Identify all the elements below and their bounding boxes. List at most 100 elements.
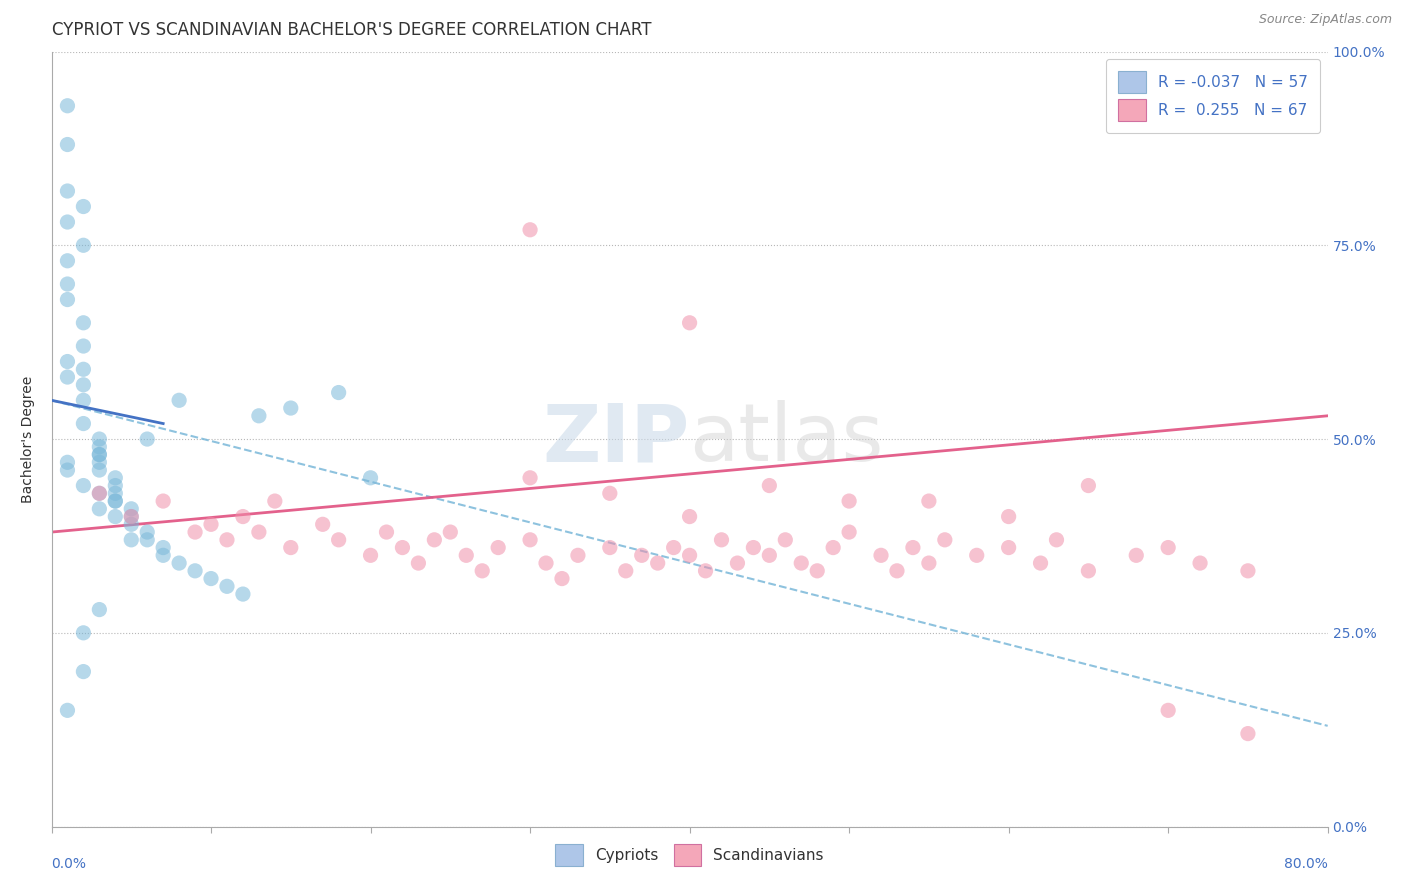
Point	[423, 533, 446, 547]
Point	[247, 409, 270, 423]
Point	[280, 541, 302, 555]
Point	[1237, 726, 1260, 740]
Point	[72, 238, 94, 252]
Point	[519, 533, 541, 547]
Point	[215, 533, 238, 547]
Point	[215, 579, 238, 593]
Text: 80.0%: 80.0%	[1284, 857, 1327, 871]
Point	[72, 339, 94, 353]
Text: ZIP: ZIP	[543, 400, 689, 478]
Point	[263, 494, 285, 508]
Point	[89, 501, 111, 516]
Point	[152, 494, 174, 508]
Point	[232, 587, 254, 601]
Point	[391, 541, 413, 555]
Point	[599, 486, 621, 500]
Point	[328, 385, 350, 400]
Point	[56, 137, 79, 152]
Point	[519, 223, 541, 237]
Point	[662, 541, 685, 555]
Point	[200, 517, 222, 532]
Point	[823, 541, 845, 555]
Point	[72, 362, 94, 376]
Point	[167, 393, 190, 408]
Text: CYPRIOT VS SCANDINAVIAN BACHELOR'S DEGREE CORRELATION CHART: CYPRIOT VS SCANDINAVIAN BACHELOR'S DEGRE…	[52, 21, 651, 39]
Point	[599, 541, 621, 555]
Point	[104, 494, 127, 508]
Point	[72, 200, 94, 214]
Point	[120, 533, 142, 547]
Point	[1157, 703, 1180, 717]
Point	[328, 533, 350, 547]
Point	[89, 486, 111, 500]
Point	[1045, 533, 1067, 547]
Point	[200, 572, 222, 586]
Point	[72, 417, 94, 431]
Point	[89, 455, 111, 469]
Point	[247, 524, 270, 539]
Point	[89, 463, 111, 477]
Point	[471, 564, 494, 578]
Point	[120, 517, 142, 532]
Point	[72, 625, 94, 640]
Point	[901, 541, 924, 555]
Point	[72, 478, 94, 492]
Point	[120, 509, 142, 524]
Legend: Cypriots, Scandinavians: Cypriots, Scandinavians	[548, 837, 831, 873]
Point	[232, 509, 254, 524]
Point	[519, 471, 541, 485]
Point	[72, 316, 94, 330]
Text: Source: ZipAtlas.com: Source: ZipAtlas.com	[1258, 13, 1392, 27]
Point	[408, 556, 430, 570]
Point	[647, 556, 669, 570]
Point	[56, 184, 79, 198]
Point	[486, 541, 509, 555]
Point	[56, 455, 79, 469]
Point	[456, 549, 478, 563]
Point	[120, 501, 142, 516]
Point	[678, 549, 700, 563]
Point	[89, 448, 111, 462]
Point	[966, 549, 988, 563]
Point	[104, 471, 127, 485]
Point	[360, 471, 382, 485]
Point	[1077, 564, 1099, 578]
Point	[551, 572, 574, 586]
Point	[742, 541, 765, 555]
Point	[727, 556, 749, 570]
Point	[56, 354, 79, 368]
Point	[614, 564, 637, 578]
Point	[918, 556, 941, 570]
Point	[104, 478, 127, 492]
Point	[678, 509, 700, 524]
Point	[89, 432, 111, 446]
Point	[886, 564, 908, 578]
Point	[72, 665, 94, 679]
Point	[280, 401, 302, 415]
Point	[790, 556, 813, 570]
Point	[630, 549, 652, 563]
Point	[56, 99, 79, 113]
Point	[775, 533, 797, 547]
Point	[56, 253, 79, 268]
Point	[56, 293, 79, 307]
Point	[567, 549, 589, 563]
Point	[1189, 556, 1212, 570]
Point	[375, 524, 398, 539]
Point	[439, 524, 461, 539]
Point	[136, 432, 159, 446]
Point	[56, 463, 79, 477]
Point	[104, 494, 127, 508]
Point	[89, 448, 111, 462]
Point	[758, 549, 780, 563]
Point	[89, 486, 111, 500]
Text: 0.0%: 0.0%	[52, 857, 87, 871]
Point	[934, 533, 956, 547]
Point	[1125, 549, 1147, 563]
Point	[1077, 478, 1099, 492]
Point	[56, 215, 79, 229]
Point	[997, 509, 1019, 524]
Point	[104, 486, 127, 500]
Text: atlas: atlas	[689, 400, 884, 478]
Point	[152, 549, 174, 563]
